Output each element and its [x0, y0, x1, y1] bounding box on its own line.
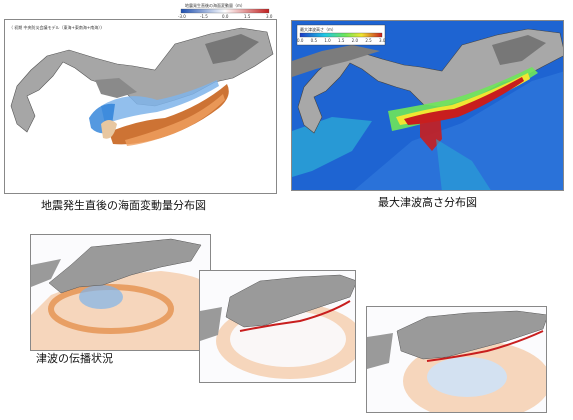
propagation-map-1	[30, 234, 211, 351]
caption-propagation: 津波の伝播状況	[36, 352, 113, 365]
land-mass	[225, 274, 355, 328]
max-height-map: 最大津波高さ（m） 0.0 0.5 1.0 1.5 2.0 2.5 3.0	[291, 20, 564, 191]
subsidence-zone	[101, 80, 219, 124]
land-mass	[396, 310, 546, 360]
colorbar-tick-label: 1.0	[324, 38, 331, 43]
colorbar-tick-label: 0.0	[297, 38, 304, 43]
max-colorbar-title: 最大津波高さ（m）	[300, 26, 336, 32]
colorbar-tick-label: 2.0	[352, 38, 359, 43]
colorbar-tick-label: -3.0	[178, 14, 186, 19]
colorbar-tick-label: 0.0	[222, 14, 229, 19]
land-mass	[48, 238, 202, 294]
propagation-map-3	[366, 306, 547, 413]
colorbar-tick-label: 3.0	[379, 38, 386, 43]
initial-colorbar-ticks: -3.0 -1.5 0.0 1.5 3.0	[178, 14, 273, 19]
colorbar-tick-label: 1.5	[244, 14, 251, 19]
colorbar-tick-label: 1.5	[338, 38, 345, 43]
land-mass	[10, 27, 274, 133]
propagation-map-2	[199, 270, 356, 383]
colorbar-tick-label: 3.0	[266, 14, 273, 19]
initial-displacement-map: （ 初期 中央防災会議モデル（東海+東南海+南海）)	[4, 19, 277, 194]
initial-colorbar-title: 地震発生直後の海面変動量（m）	[185, 2, 245, 8]
max-height-peak	[404, 77, 524, 125]
caption-max: 最大津波高さ分布図	[378, 196, 477, 209]
colorbar-tick-label: 2.5	[365, 38, 372, 43]
caption-initial: 地震発生直後の海面変動量分布図	[41, 199, 206, 212]
colorbar-tick-label: -1.5	[200, 14, 208, 19]
max-colorbar-ticks: 0.0 0.5 1.0 1.5 2.0 2.5 3.0	[297, 38, 386, 43]
initial-colorbar: 地震発生直後の海面変動量（m） -3.0 -1.5 0.0 1.5 3.0	[175, 2, 275, 20]
initial-map-header: （ 初期 中央防災会議モデル（東海+東南海+南海）)	[9, 24, 102, 30]
uplift-zone	[109, 84, 229, 145]
colorbar-tick-label: 0.5	[311, 38, 318, 43]
